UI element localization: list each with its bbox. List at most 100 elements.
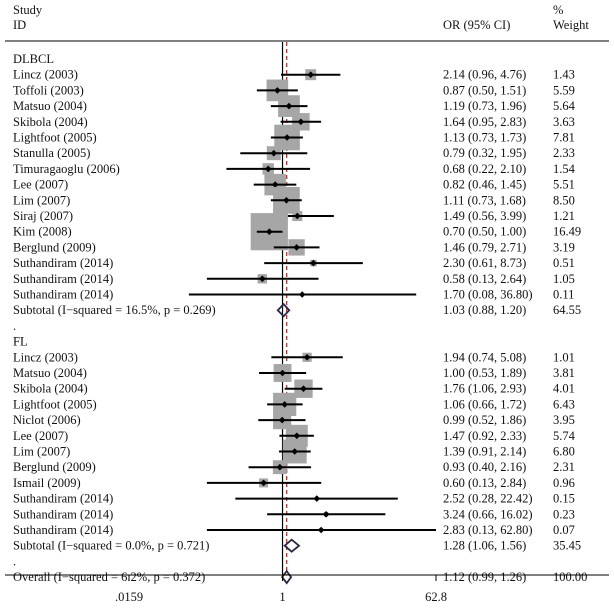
study-label: Matsuo (2004): [13, 366, 87, 380]
study-weight: 0.07: [553, 523, 575, 537]
study-point: [294, 212, 301, 220]
study-point: [322, 511, 330, 518]
header-id: ID: [13, 18, 26, 32]
study-point: [303, 354, 311, 361]
study-or-ci: 2.83 (0.13, 62.80): [443, 523, 533, 537]
study-weight: 0.15: [553, 492, 575, 506]
x-tick-label: 1: [279, 590, 285, 604]
plot-content: DLBCL Lincz (2003) 2.14 (0.96, 4.76) 1.43 To…: [13, 42, 587, 585]
study-weight: 3.81: [553, 366, 575, 380]
study-point: [264, 165, 272, 173]
header-study: Study: [13, 3, 43, 17]
study-point: [259, 275, 266, 283]
subtotal-label: Subtotal (I−squared = 16.5%, p = 0.269): [13, 303, 216, 317]
study-point: [276, 463, 284, 471]
study-or-ci: 1.46 (0.79, 2.71): [443, 240, 526, 254]
study-label: Timuragaoglu (2006): [13, 162, 120, 176]
study-label: Lincz (2003): [13, 350, 78, 364]
study-point: [285, 102, 293, 110]
study-weight: 5.51: [553, 178, 575, 192]
study-weight: 1.43: [553, 68, 575, 82]
study-or-ci: 0.79 (0.32, 1.95): [443, 146, 526, 160]
study-label: Stanulla (2005): [13, 146, 90, 160]
study-point: [313, 495, 321, 502]
study-label: Skibola (2004): [13, 382, 88, 396]
study-weight: 7.81: [553, 131, 575, 145]
overall-weight: 100.00: [553, 570, 587, 584]
study-or-ci: 0.99 (0.52, 1.86): [443, 413, 526, 427]
study-or-ci: 0.60 (0.13, 2.84): [443, 476, 526, 490]
subtotal-weight: 35.45: [553, 539, 581, 553]
overall-diamond: [281, 569, 293, 585]
study-or-ci: 1.47 (0.92, 2.33): [443, 429, 526, 443]
study-label: Lim (2007): [13, 193, 70, 207]
study-weight: 1.54: [553, 162, 576, 176]
subtotal-diamond: [283, 538, 301, 553]
study-weight: 1.01: [553, 350, 575, 364]
study-weight: 4.01: [553, 382, 575, 396]
study-weight: 5.59: [553, 83, 575, 97]
group-separator: .: [13, 319, 16, 333]
study-or-ci: 1.64 (0.95, 2.83): [443, 115, 526, 129]
study-point: [278, 416, 286, 424]
study-point: [310, 259, 317, 267]
study-point: [266, 228, 273, 235]
study-label: Kim (2008): [13, 225, 72, 239]
study-weight: 1.05: [553, 272, 575, 286]
study-or-ci: 1.70 (0.08, 36.80): [443, 288, 533, 302]
study-or-ci: 1.06 (0.66, 1.72): [443, 397, 526, 411]
study-point: [260, 479, 267, 487]
study-weight: 0.96: [553, 476, 575, 490]
x-axis-ticks: .0159 1 62.8: [115, 575, 447, 604]
study-weight: 5.64: [553, 99, 576, 113]
header-weight: Weight: [553, 18, 589, 32]
study-or-ci: 1.49 (0.56, 3.99): [443, 209, 526, 223]
subtotal-or-ci: 1.03 (0.88, 1.20): [443, 303, 526, 317]
study-label: Suthandiram (2014): [13, 288, 113, 302]
study-label: Skibola (2004): [13, 115, 88, 129]
study-weight: 3.95: [553, 413, 575, 427]
study-or-ci: 0.70 (0.50, 1.00): [443, 225, 526, 239]
overall-separator: .: [13, 554, 16, 568]
study-label: Lim (2007): [13, 445, 70, 459]
study-label: Lee (2007): [13, 429, 68, 443]
study-label: Berglund (2009): [13, 240, 96, 254]
study-point: [298, 291, 306, 298]
study-or-ci: 1.00 (0.53, 1.89): [443, 366, 526, 380]
study-weight: 16.49: [553, 225, 581, 239]
study-point: [281, 401, 288, 408]
study-weight: 2.33: [553, 146, 575, 160]
study-or-ci: 0.87 (0.50, 1.51): [443, 83, 526, 97]
study-label: Suthandiram (2014): [13, 256, 113, 270]
study-point: [283, 134, 291, 141]
study-weight: 8.50: [553, 193, 575, 207]
study-label: Suthandiram (2014): [13, 272, 113, 286]
study-or-ci: 0.58 (0.13, 2.64): [443, 272, 526, 286]
study-weight: 3.63: [553, 115, 575, 129]
study-point: [274, 87, 281, 94]
overall-label: Overall (I−squared = 6.2%, p = 0.372): [13, 570, 205, 584]
study-label: Berglund (2009): [13, 460, 96, 474]
study-or-ci: 2.52 (0.28, 22.42): [443, 492, 533, 506]
study-weight: 0.23: [553, 507, 575, 521]
study-weight: 6.43: [553, 397, 575, 411]
study-weight: 0.11: [553, 288, 574, 302]
study-point: [297, 118, 305, 126]
study-or-ci: 1.39 (0.91, 2.14): [443, 445, 526, 459]
subtotal-or-ci: 1.28 (1.06, 1.56): [443, 539, 526, 553]
study-or-ci: 1.19 (0.73, 1.96): [443, 99, 526, 113]
x-tick-label: 62.8: [425, 590, 447, 604]
study-label: Ismail (2009): [13, 476, 81, 490]
study-label: Lightfoot (2005): [13, 131, 97, 145]
study-or-ci: 1.13 (0.73, 1.73): [443, 131, 526, 145]
study-weight: 0.51: [553, 256, 575, 270]
study-or-ci: 2.30 (0.61, 8.73): [443, 256, 526, 270]
study-or-ci: 0.82 (0.46, 1.45): [443, 178, 526, 192]
study-label: Suthandiram (2014): [13, 523, 113, 537]
study-point: [283, 197, 290, 204]
study-or-ci: 0.68 (0.22, 2.10): [443, 162, 526, 176]
study-or-ci: 2.14 (0.96, 4.76): [443, 68, 526, 82]
study-point: [300, 385, 307, 392]
study-weight: 3.19: [553, 240, 575, 254]
